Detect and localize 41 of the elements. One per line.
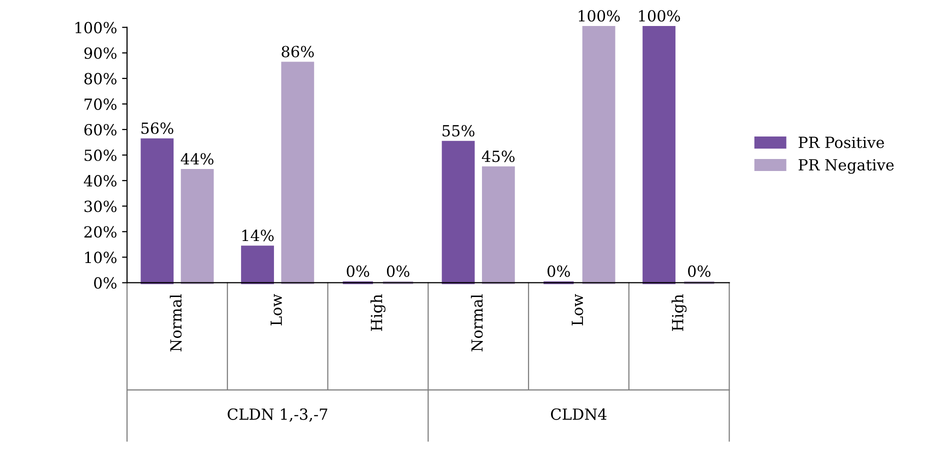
data-label: 0% [688,265,710,277]
legend-label: PR Negative [798,159,894,174]
bar [180,168,214,284]
y-tick-label: 10% [85,252,116,264]
data-label: 100% [578,10,620,22]
legend-label: PR Positive [798,136,884,148]
data-label: 45% [482,150,515,162]
data-label: 86% [282,46,314,58]
data-label: 55% [442,124,474,137]
data-label: 14% [242,230,274,242]
y-tick-label: 20% [84,226,116,238]
data-label: 56% [141,122,174,134]
data-label: 0% [386,265,410,277]
x-tick-label: Low [572,294,584,326]
bar [482,166,515,284]
bar [140,138,174,284]
bar [281,62,314,284]
data-label: 0% [346,265,370,277]
x-tick-label: High [672,294,687,331]
data-label: 44% [180,153,214,165]
x-tick-label: Normal [470,294,483,352]
y-tick-label: 70% [84,98,116,110]
bar [642,26,676,284]
y-tick-label: 30% [84,200,116,212]
y-tick-label: 90% [84,47,116,59]
bar [442,140,475,284]
text: CLDN 1,-3,-7 [228,408,328,422]
y-tick-label: 40% [84,175,116,187]
bar [241,246,274,284]
y-tick-label: 60% [84,124,116,136]
y-tick-label: 80% [84,72,116,84]
data-label: 100% [639,10,680,22]
text: CLDN4 [550,408,607,420]
bar [582,26,616,284]
x-tick-label: Normal [170,294,182,352]
x-tick-label: Low [270,294,282,326]
y-tick-label: 50% [84,150,116,162]
y-tick-label: 100% [76,22,116,34]
x-tick-label: High [370,294,386,331]
data-label: 0% [548,265,570,277]
y-tick-label: 0% [94,277,116,289]
